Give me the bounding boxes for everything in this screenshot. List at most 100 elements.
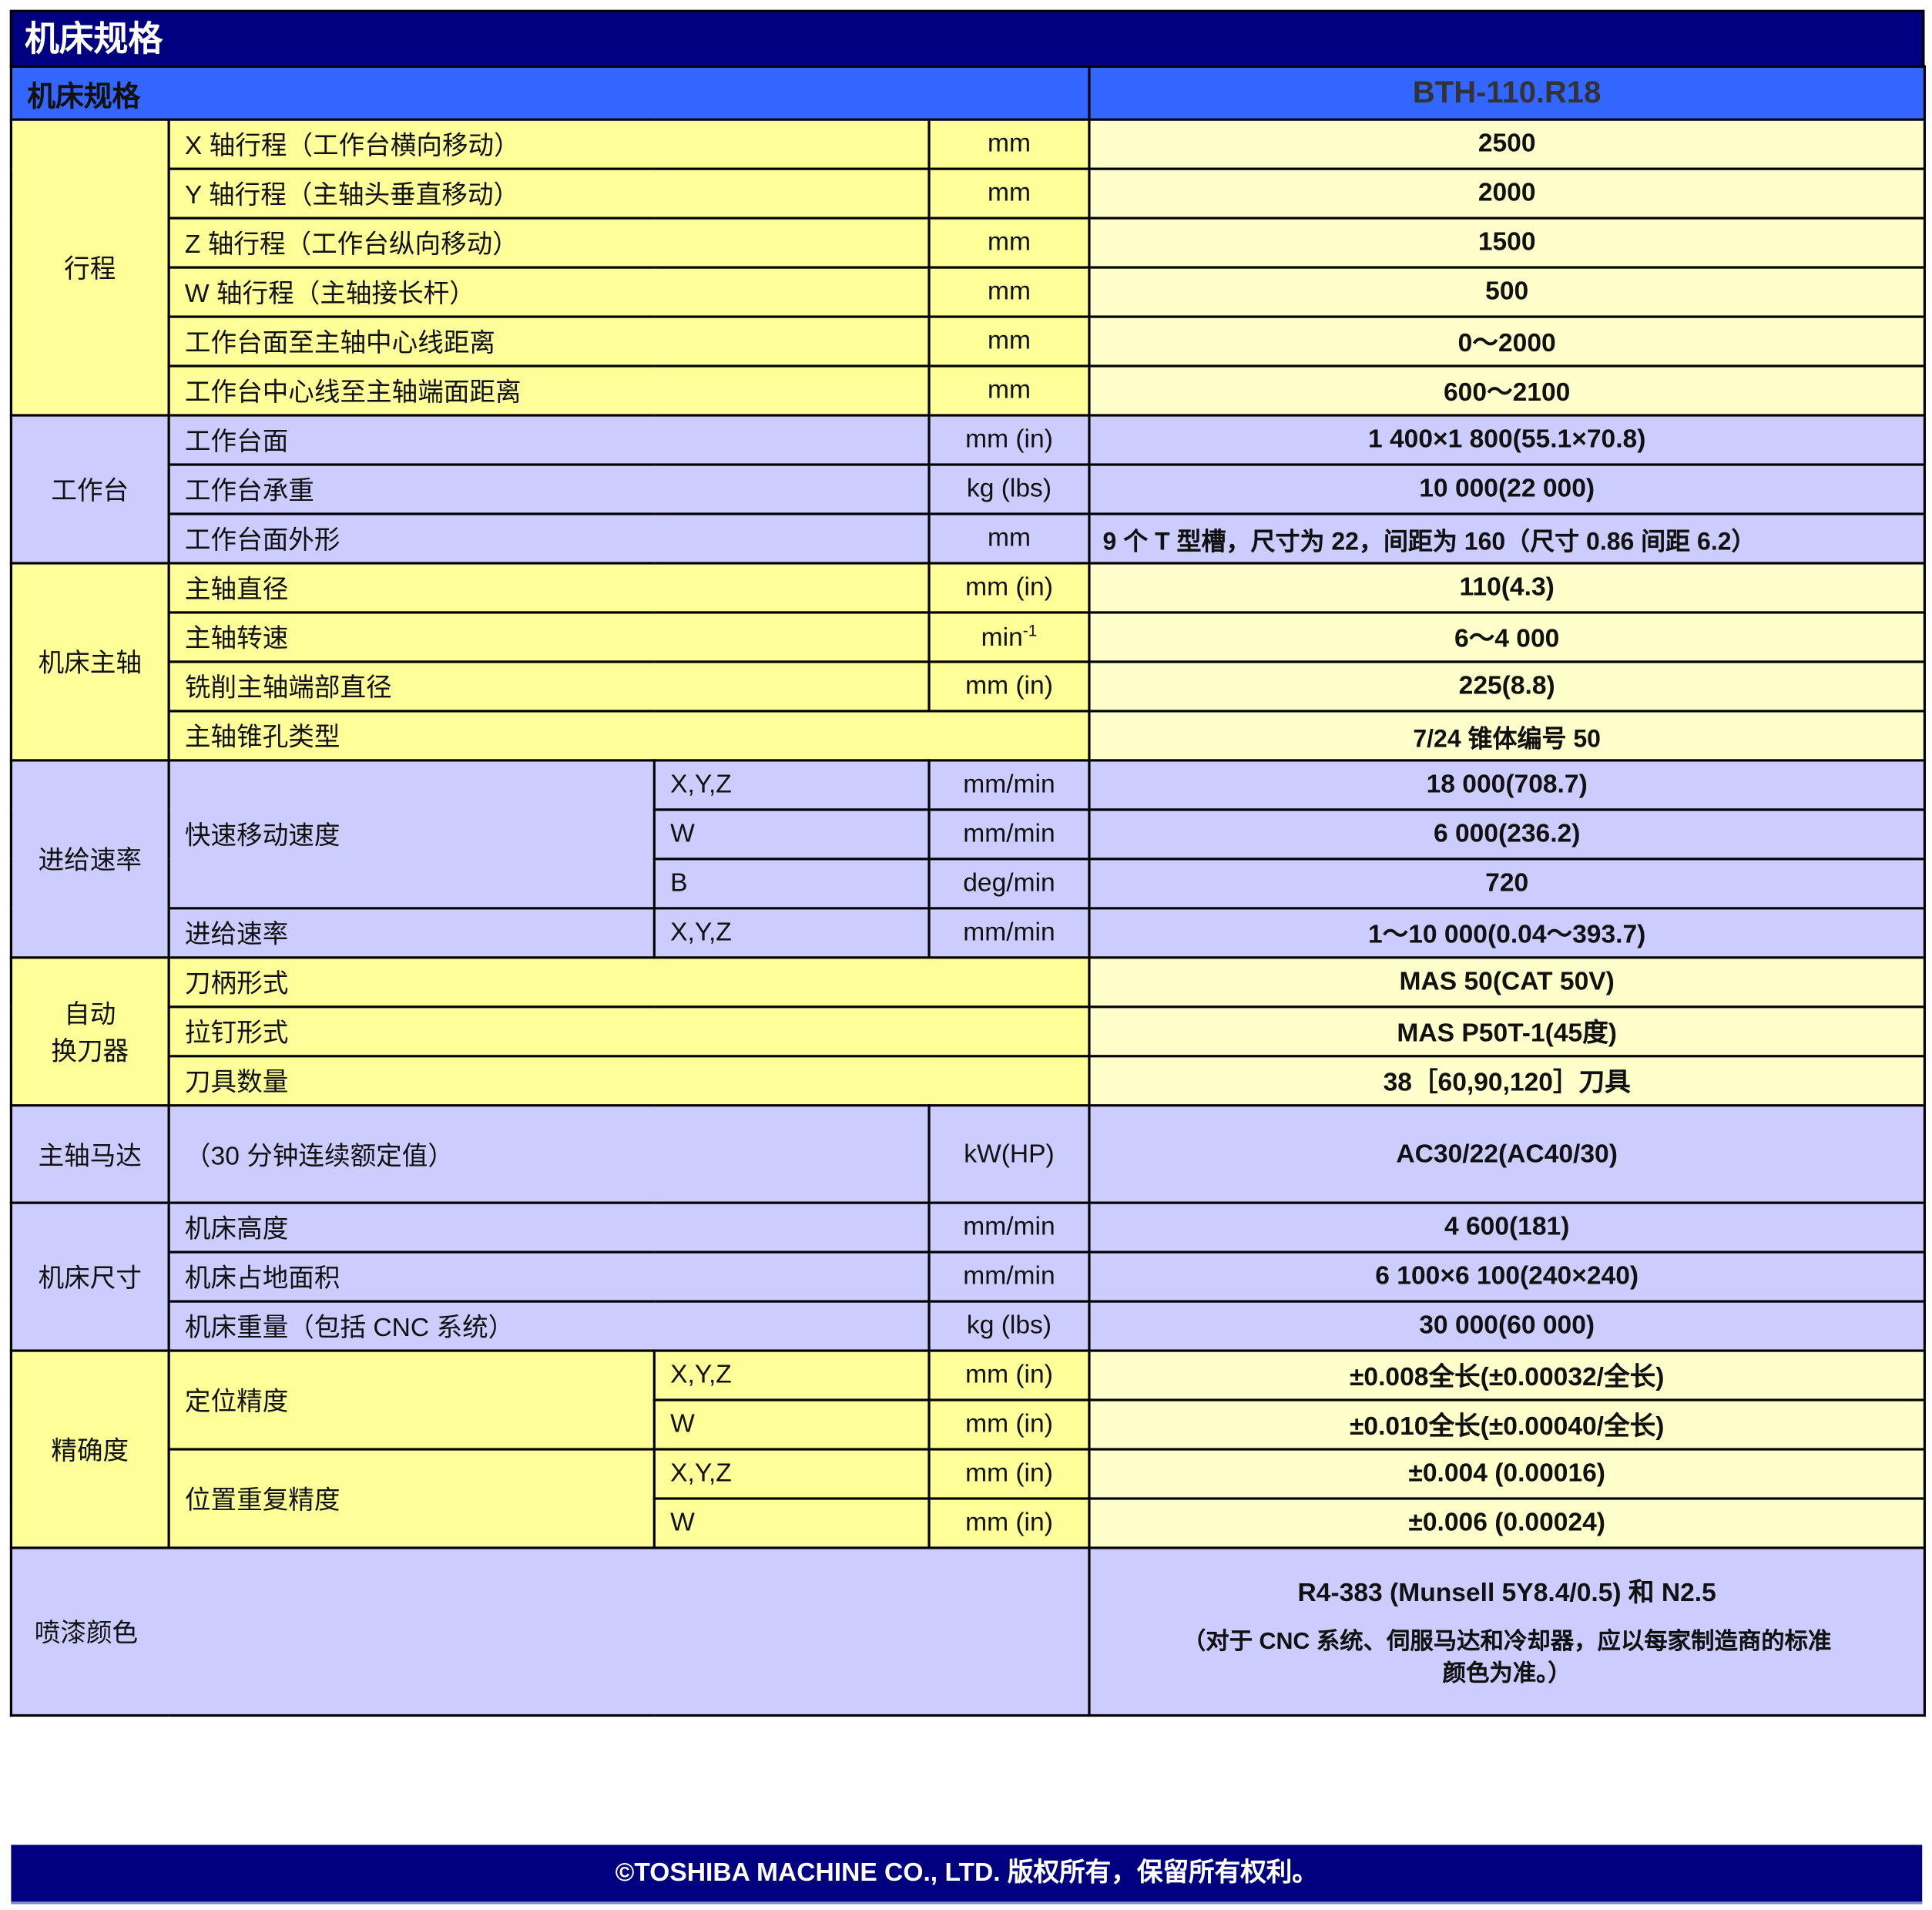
table-row: 位置重复精度 X,Y,Z mm (in) ±0.004 (0.00016) bbox=[11, 1448, 1927, 1549]
table-row: Z 轴行程（工作台纵向移动） mm 1500 bbox=[11, 217, 1927, 269]
row-label: 铣削主轴端部直径 bbox=[167, 660, 931, 713]
unit-exponent: -1 bbox=[1022, 621, 1038, 640]
row-label: 主轴转速 bbox=[167, 611, 931, 663]
row-label: 工作台面至主轴中心线距离 bbox=[167, 315, 931, 368]
row-label: Y 轴行程（主轴头垂直移动） bbox=[167, 167, 931, 220]
spec-value: 18 000(708.7) bbox=[1088, 759, 1927, 811]
unit-text: mm (in) bbox=[965, 425, 1053, 454]
spec-value: 2000 bbox=[1088, 167, 1927, 220]
unit-text: mm bbox=[987, 523, 1031, 552]
row-label: 拉钉形式 bbox=[167, 1005, 1091, 1058]
section-label: 工作台 bbox=[9, 414, 170, 565]
unit-label: deg/min bbox=[927, 858, 1091, 910]
paint-note: （对于 CNC 系统、伺服马达和冷却器，应以每家制造商的标准颜色为准。） bbox=[1182, 1629, 1832, 1687]
spec-value: 30 000(60 000) bbox=[1088, 1300, 1927, 1352]
unit-label: mm (in) bbox=[927, 1448, 1091, 1500]
unit-text: mm (in) bbox=[965, 572, 1053, 602]
table-row: 工作台 工作台面 mm (in) 1 400×1 800(55.1×70.8) bbox=[9, 414, 1927, 565]
table-row: Y 轴行程（主轴头垂直移动） mm 2000 bbox=[11, 167, 1927, 220]
spec-value: 1 400×1 800(55.1×70.8) bbox=[1088, 414, 1927, 466]
table-row: 机床尺寸 机床高度 mm/min 4 600(181) bbox=[9, 1201, 1927, 1352]
axis-label: W bbox=[652, 808, 931, 861]
table-row: 刀具数量 38［60,90,120］刀具 bbox=[11, 1055, 1927, 1107]
table-row: W 轴行程（主轴接长杆） mm 500 bbox=[11, 266, 1927, 318]
table-row-paint: 喷漆颜色 R4-383 (Munsell 5Y8.4/0.5) 和 N2.5 （对于… bbox=[9, 1546, 1927, 1717]
unit-label: mm (in) bbox=[927, 1497, 1091, 1549]
table-row: 主轴锥孔类型 7/24 锥体编号 50 bbox=[11, 710, 1927, 762]
table-row: 主轴转速 min-1 6～4 000 bbox=[11, 611, 1927, 663]
spec-value: 0～2000 bbox=[1088, 315, 1927, 368]
spec-value: 1500 bbox=[1088, 217, 1927, 269]
unit-label: kg (lbs) bbox=[927, 1300, 1091, 1352]
axis-label: W bbox=[652, 1497, 931, 1549]
spec-value: 500 bbox=[1088, 266, 1927, 318]
spec-value: MAS 50(CAT 50V) bbox=[1088, 956, 1927, 1009]
section-label: 自动 换刀器 bbox=[9, 956, 170, 1107]
spec-value: 7/24 锥体编号 50 bbox=[1088, 710, 1927, 762]
row-label: W 轴行程（主轴接长杆） bbox=[167, 266, 931, 318]
unit-label: mm/min bbox=[927, 1201, 1091, 1254]
axis-label: X,Y,Z bbox=[652, 1448, 931, 1500]
table-header-row: 机床规格 BTH-110.R18 bbox=[9, 65, 1927, 121]
unit-label: mm bbox=[927, 118, 1091, 170]
unit-label: mm bbox=[927, 512, 1091, 565]
axis-label: X,Y,Z bbox=[652, 759, 931, 811]
spec-value: 110(4.3) bbox=[1088, 562, 1927, 614]
unit-label: kg (lbs) bbox=[927, 463, 1091, 515]
spec-value: MAS P50T-1(45度) bbox=[1088, 1005, 1927, 1058]
unit-text: mm/min bbox=[963, 1212, 1055, 1241]
spec-value: 10 000(22 000) bbox=[1088, 463, 1927, 515]
spec-value: ±0.008全长(±0.00032/全长) bbox=[1088, 1349, 1927, 1401]
unit-text: mm bbox=[987, 277, 1031, 306]
copyright-footer: ©TOSHIBA MACHINE CO., LTD. 版权所有，保留所有权利。 bbox=[11, 1845, 1923, 1905]
table-row: 工作台承重 kg (lbs) 10 000(22 000) bbox=[11, 463, 1927, 515]
row-label: Z 轴行程（工作台纵向移动） bbox=[167, 217, 931, 269]
row-label: 刀柄形式 bbox=[167, 956, 1091, 1009]
spec-value: 6 000(236.2) bbox=[1088, 808, 1927, 861]
row-label: 机床高度 bbox=[167, 1201, 931, 1254]
unit-label: mm/min bbox=[927, 808, 1091, 861]
unit-label: mm/min bbox=[927, 759, 1091, 811]
table-row: 进给速率 快速移动速度 X,Y,Z mm/min 18 000(708.7) bbox=[9, 759, 1927, 959]
unit-text: kW(HP) bbox=[964, 1139, 1055, 1168]
spec-value: 1～10 000(0.04～393.7) bbox=[1088, 907, 1927, 959]
table-row: 主轴马达 （30 分钟连续额定值） kW(HP) AC30/22(AC40/30) bbox=[9, 1104, 1927, 1204]
row-label: 工作台中心线至主轴端面距离 bbox=[167, 364, 931, 417]
table-row: 工作台面至主轴中心线距离 mm 0～2000 bbox=[11, 315, 1927, 368]
row-label: X 轴行程（工作台横向移动） bbox=[167, 118, 931, 170]
section-label: 机床主轴 bbox=[9, 562, 170, 762]
section-label: 行程 bbox=[9, 118, 170, 417]
spec-value: 2500 bbox=[1088, 118, 1927, 170]
table-row: 精确度 定位精度 X,Y,Z mm (in) ±0.008全长(±0.00032/全长) bbox=[9, 1349, 1927, 1549]
unit-label: mm (in) bbox=[927, 1398, 1091, 1451]
unit-label: mm bbox=[927, 217, 1091, 269]
table-row: 工作台面外形 mm 9 个 T 型槽，尺寸为 22，间距为 160（尺寸 0.86 … bbox=[11, 512, 1927, 565]
unit-label: mm bbox=[927, 167, 1091, 220]
row-label: 主轴锥孔类型 bbox=[167, 710, 1091, 762]
unit-text: min bbox=[981, 623, 1023, 653]
row-label: 刀具数量 bbox=[167, 1055, 1091, 1107]
spec-value: 600～2100 bbox=[1088, 364, 1927, 417]
row-label: 机床占地面积 bbox=[167, 1250, 931, 1303]
spec-value: ±0.010全长(±0.00040/全长) bbox=[1088, 1398, 1927, 1451]
spec-value: 38［60,90,120］刀具 bbox=[1088, 1055, 1927, 1107]
spec-value: ±0.006 (0.00024) bbox=[1088, 1497, 1927, 1549]
unit-text: mm bbox=[987, 375, 1031, 404]
section-label: 精确度 bbox=[9, 1349, 170, 1549]
paint-color-code: R4-383 (Munsell 5Y8.4/0.5) 和 N2.5 bbox=[1297, 1578, 1716, 1607]
unit-text: kg (lbs) bbox=[966, 474, 1052, 503]
row-label: 定位精度 bbox=[167, 1349, 656, 1451]
unit-text: mm bbox=[987, 129, 1031, 158]
spec-value: ±0.004 (0.00016) bbox=[1088, 1448, 1927, 1500]
table-row: 铣削主轴端部直径 mm (in) 225(8.8) bbox=[11, 660, 1927, 713]
row-label: 工作台面 bbox=[167, 414, 931, 466]
row-label: 位置重复精度 bbox=[167, 1448, 656, 1549]
table-row: 机床主轴 主轴直径 mm (in) 110(4.3) bbox=[9, 562, 1927, 762]
row-label: 进给速率 bbox=[167, 907, 656, 959]
row-label: 工作台承重 bbox=[167, 463, 931, 515]
unit-label: min-1 bbox=[927, 611, 1091, 663]
header-label: 机床规格 bbox=[9, 65, 1091, 121]
unit-text: mm/min bbox=[963, 1261, 1055, 1291]
